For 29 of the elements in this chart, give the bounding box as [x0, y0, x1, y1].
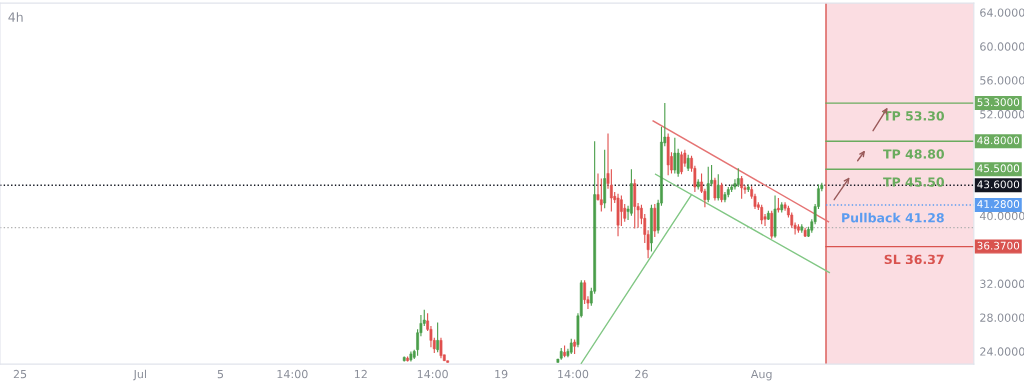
y-tick-label: 52.0000 [980, 110, 1024, 119]
y-tick-label: 60.0000 [980, 42, 1024, 51]
x-tick-label: 25 [13, 369, 27, 379]
x-tick-label: 14:00 [277, 369, 308, 379]
y-tick-label: 28.0000 [980, 313, 1024, 322]
x-tick-label: 12 [354, 369, 367, 379]
annotation: SL 36.37 [884, 254, 944, 265]
x-tick-label: 19 [495, 369, 508, 379]
x-tick-label: 14:00 [558, 369, 589, 379]
x-tick-label: 5 [217, 370, 224, 379]
ref-line-label: 36.3700 [977, 241, 1020, 250]
ref-line-label: 45.5000 [977, 164, 1020, 173]
text: 4h [8, 12, 23, 22]
ref-line-label: 48.8000 [977, 136, 1020, 145]
y-tick-label: 24.0000 [980, 347, 1024, 356]
x-tick-label: 14:00 [417, 369, 448, 379]
y-tick-label: 40.0000 [979, 211, 1024, 221]
ref-line-label: 53.3000 [977, 98, 1020, 107]
x-tick-label: Jul [133, 369, 146, 381]
ref-line-label: 41.2800 [977, 200, 1020, 208]
x-tick-label: 26 [635, 369, 648, 379]
ref-line-label: 43.6000 [977, 180, 1020, 189]
y-tick-label: 56.0000 [980, 76, 1024, 85]
annotation: Pullback 41.28 [842, 212, 944, 223]
y-tick-label: 64.0000 [980, 8, 1024, 17]
x-tick-label: Aug [750, 370, 772, 381]
annotation: TP 45.50 [883, 177, 945, 187]
annotation: TP 48.80 [883, 149, 945, 159]
y-tick-label: 32.0000 [980, 279, 1024, 288]
